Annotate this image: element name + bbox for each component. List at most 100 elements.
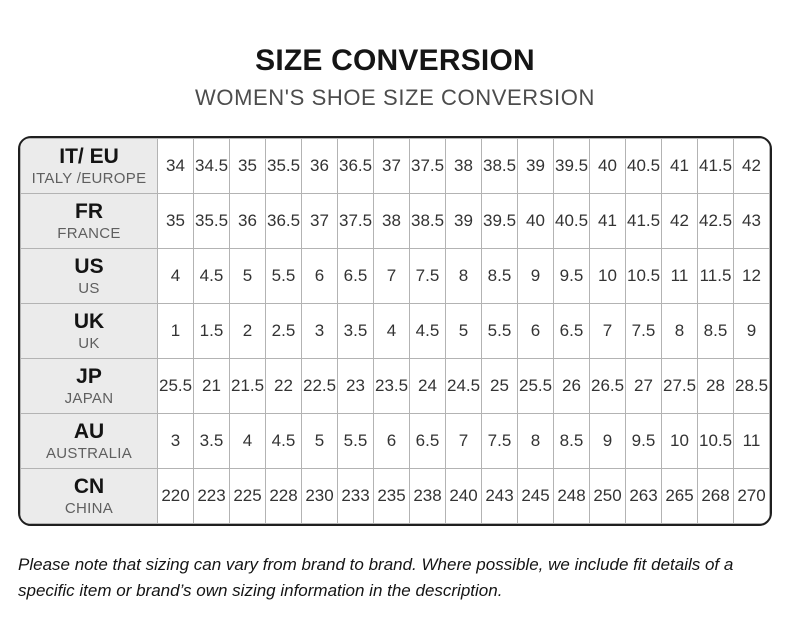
row-region: US (78, 280, 100, 298)
size-cell: 21.5 (229, 358, 266, 414)
size-cell: 23 (337, 358, 374, 414)
size-cell: 37 (373, 138, 410, 194)
size-cell: 37.5 (409, 138, 446, 194)
size-cell: 40.5 (553, 193, 590, 249)
size-cell: 38.5 (409, 193, 446, 249)
size-cell: 5 (229, 248, 266, 304)
size-cell: 250 (589, 468, 626, 524)
size-cell: 10 (589, 248, 626, 304)
size-cell: 28.5 (733, 358, 770, 414)
size-cell: 6.5 (337, 248, 374, 304)
row-code: JP (76, 364, 102, 388)
size-cell: 9 (517, 248, 554, 304)
size-cell: 6 (373, 413, 410, 469)
table-row: CN CHINA 220 223 225 228 230 233 235 238 240 243 245… (20, 468, 770, 524)
size-cell: 4.5 (409, 303, 446, 359)
size-cell: 220 (157, 468, 194, 524)
size-cell: 233 (337, 468, 374, 524)
size-table-body: IT/ EU ITALY /EUROPE 34 34.5 35 35.5 36 36.5 37 3… (20, 138, 770, 524)
size-cell: 268 (697, 468, 734, 524)
size-cell: 10 (661, 413, 698, 469)
size-cell: 36 (229, 193, 266, 249)
size-cell: 2 (229, 303, 266, 359)
size-cell: 7.5 (481, 413, 518, 469)
size-cell: 8.5 (697, 303, 734, 359)
size-cell: 41.5 (697, 138, 734, 194)
size-cell: 225 (229, 468, 266, 524)
size-cell: 270 (733, 468, 770, 524)
size-cell: 8 (517, 413, 554, 469)
size-cell: 35.5 (265, 138, 302, 194)
size-cell: 4.5 (265, 413, 302, 469)
size-conversion-table-frame: IT/ EU ITALY /EUROPE 34 34.5 35 35.5 36 36.5 37 3… (18, 136, 772, 526)
size-cell: 37 (301, 193, 338, 249)
row-region: JAPAN (64, 390, 114, 408)
size-cell: 27.5 (661, 358, 698, 414)
size-cell: 26.5 (589, 358, 626, 414)
row-code: US (74, 254, 104, 278)
row-region: CHINA (64, 500, 114, 518)
size-cell: 35.5 (193, 193, 230, 249)
size-cell: 1.5 (193, 303, 230, 359)
size-cell: 22 (265, 358, 302, 414)
size-cell: 25 (481, 358, 518, 414)
size-cell: 5 (445, 303, 482, 359)
size-cell: 3 (157, 413, 194, 469)
page-subtitle: WOMEN'S SHOE SIZE CONVERSION (195, 85, 595, 110)
size-cell: 228 (265, 468, 302, 524)
size-cell: 248 (553, 468, 590, 524)
size-cell: 243 (481, 468, 518, 524)
row-code: IT/ EU (59, 144, 119, 168)
size-table: IT/ EU ITALY /EUROPE 34 34.5 35 35.5 36 36.5 37 3… (20, 138, 770, 524)
size-cell: 38 (373, 193, 410, 249)
size-cell: 11 (661, 248, 698, 304)
size-cell: 22.5 (301, 358, 338, 414)
size-cell: 3.5 (193, 413, 230, 469)
size-cell: 38.5 (481, 138, 518, 194)
size-cell: 9.5 (625, 413, 662, 469)
row-header-cell: CN CHINA (20, 468, 158, 524)
size-cell: 8 (445, 248, 482, 304)
size-cell: 40 (517, 193, 554, 249)
size-cell: 4.5 (193, 248, 230, 304)
size-cell: 2.5 (265, 303, 302, 359)
size-cell: 11.5 (697, 248, 734, 304)
size-cell: 240 (445, 468, 482, 524)
row-code: AU (73, 419, 105, 443)
size-cell: 37.5 (337, 193, 374, 249)
size-cell: 8 (661, 303, 698, 359)
size-cell: 23.5 (373, 358, 410, 414)
size-cell: 10.5 (625, 248, 662, 304)
size-cell: 6.5 (553, 303, 590, 359)
row-header-cell: US US (20, 248, 158, 304)
size-chart-section: SIZE CONVERSION WOMEN'S SHOE SIZE CONVER… (18, 44, 772, 600)
size-cell: 7.5 (625, 303, 662, 359)
size-cell: 230 (301, 468, 338, 524)
size-cell: 25.5 (157, 358, 194, 414)
size-cell: 39 (445, 193, 482, 249)
table-row: IT/ EU ITALY /EUROPE 34 34.5 35 35.5 36 36.5 37 3… (20, 138, 770, 194)
row-code: UK (73, 309, 105, 333)
size-cell: 4 (229, 413, 266, 469)
size-cell: 238 (409, 468, 446, 524)
size-cell: 12 (733, 248, 770, 304)
table-row: UK UK 1 1.5 2 2.5 3 3.5 4 4.5 5 5.5 6 6.5 7 7.5 8 8.5 9 (20, 303, 770, 359)
row-code: FR (75, 199, 103, 223)
size-cell: 35 (157, 193, 194, 249)
size-cell: 6 (301, 248, 338, 304)
size-cell: 40.5 (625, 138, 662, 194)
page-title: SIZE CONVERSION (255, 44, 535, 77)
row-region: AUSTRALIA (45, 445, 133, 463)
size-cell: 9 (589, 413, 626, 469)
size-cell: 7.5 (409, 248, 446, 304)
size-cell: 245 (517, 468, 554, 524)
size-cell: 39.5 (553, 138, 590, 194)
size-cell: 41.5 (625, 193, 662, 249)
size-cell: 6 (517, 303, 554, 359)
size-cell: 28 (697, 358, 734, 414)
size-cell: 21 (193, 358, 230, 414)
footer-note: Please note that sizing can vary from br… (18, 555, 734, 600)
size-cell: 39.5 (481, 193, 518, 249)
size-cell: 24 (409, 358, 446, 414)
size-cell: 9.5 (553, 248, 590, 304)
